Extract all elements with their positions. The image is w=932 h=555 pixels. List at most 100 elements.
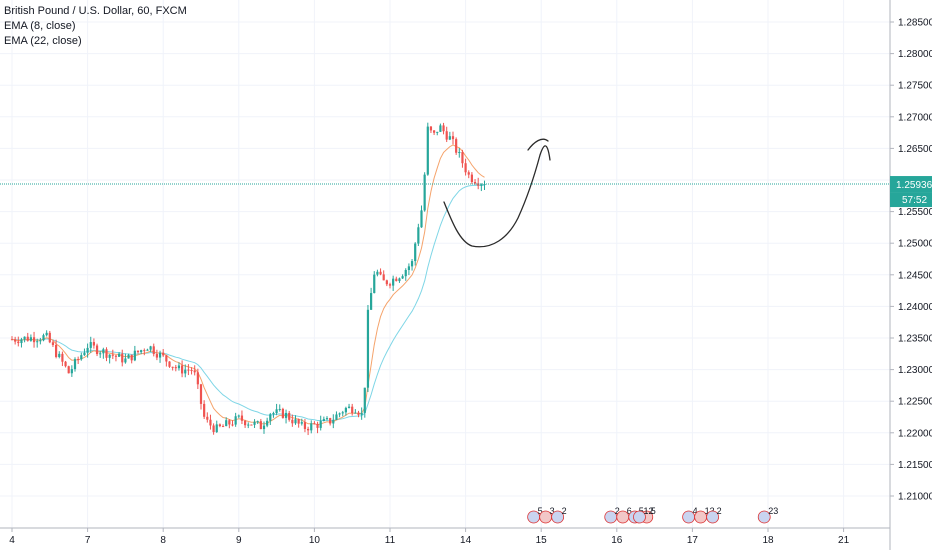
ema22-legend[interactable]: EMA (22, close) [4, 35, 82, 47]
economic-events-layer[interactable]: 532265512413223 [527, 506, 779, 524]
candle-body [45, 332, 48, 336]
grid-lines [0, 0, 890, 528]
candle-body [111, 354, 114, 356]
candle-body [303, 422, 307, 429]
candle-body [39, 340, 42, 342]
candle-body [455, 139, 458, 153]
candle-body [133, 350, 136, 361]
event-flag-icon[interactable] [706, 510, 720, 524]
candle-body [86, 347, 89, 353]
candle-body [404, 269, 407, 277]
candle-body [439, 125, 442, 132]
candle-body [70, 369, 73, 374]
candle-body [212, 425, 215, 433]
candle-body [247, 424, 250, 426]
candle-body [347, 406, 351, 408]
candle-body [325, 418, 329, 420]
candle-body [80, 355, 83, 360]
event-count: 3 [550, 506, 555, 516]
event-count: 2 [562, 506, 567, 516]
candle-body [373, 274, 376, 294]
candle-body [36, 341, 39, 343]
price-axis[interactable]: 1.285001.280001.275001.270001.265001.260… [889, 0, 932, 550]
candle-body [92, 342, 96, 346]
candle-body [218, 424, 222, 427]
event-flag-icon[interactable] [633, 510, 646, 524]
candle-body [42, 335, 45, 341]
candle-body [341, 412, 344, 414]
candle-body [162, 352, 165, 356]
candle-body [398, 278, 401, 282]
candle-body [338, 413, 341, 415]
candle-body [306, 428, 310, 431]
candle-body [322, 419, 325, 421]
candle-body [451, 136, 455, 140]
candle-body [48, 332, 51, 343]
candle-body [310, 423, 313, 431]
candle-body [130, 354, 133, 361]
y-tick-label: 1.25500 [898, 207, 932, 218]
candle-body [407, 266, 411, 270]
candle-body [143, 350, 146, 352]
x-tick-label: 14 [460, 535, 472, 546]
candle-body [73, 359, 77, 370]
candle-body [442, 125, 445, 132]
candle-body [376, 271, 379, 275]
y-tick-label: 1.21000 [898, 492, 932, 503]
candle-body [464, 163, 467, 173]
candle-body [184, 369, 187, 374]
candle-body [196, 372, 199, 385]
candle-body [426, 126, 429, 175]
candle-body [414, 243, 417, 262]
y-tick-label: 1.27500 [898, 81, 932, 92]
candle-body [281, 408, 285, 418]
current-price-label: 1.25936 [896, 180, 932, 191]
candle-body [354, 412, 357, 414]
ema8-legend[interactable]: EMA (8, close) [4, 20, 76, 32]
user-drawing-layer[interactable] [443, 138, 551, 248]
candle-body [272, 413, 275, 415]
candle-body [165, 355, 168, 362]
candle-body [379, 271, 382, 275]
candle-body [388, 284, 392, 286]
event-flag-icon[interactable] [757, 510, 771, 524]
candle-body [121, 353, 124, 363]
candle-body [77, 359, 80, 361]
candle-body [155, 354, 159, 358]
candle-body [429, 126, 433, 131]
candle-body [102, 349, 105, 354]
candle-body [180, 365, 184, 374]
y-tick-label: 1.28000 [898, 49, 932, 60]
candle-body [480, 184, 483, 186]
candle-body [23, 336, 26, 340]
candle-body [168, 361, 171, 367]
countdown-label: 57:52 [902, 195, 927, 206]
candle-body [231, 424, 234, 426]
candle-body [114, 355, 118, 357]
candle-body [149, 346, 152, 350]
x-tick-label: 16 [611, 535, 623, 546]
event-flag-icon[interactable] [551, 510, 565, 524]
candle-body [206, 416, 209, 420]
candle-body [351, 406, 354, 413]
candle-body [89, 342, 92, 348]
candle-body [203, 403, 206, 417]
ema22-layer [11, 184, 485, 422]
candle-body [445, 131, 448, 140]
candle-body [335, 414, 338, 420]
candle-body [61, 353, 64, 362]
time-axis[interactable]: 4 7 8 9 10 11 14 15 16 17 18 21 [0, 527, 890, 546]
x-tick-label: 8 [160, 535, 166, 546]
candle-body [250, 424, 253, 426]
x-tick-label: 15 [536, 535, 548, 546]
event-count: 5 [651, 506, 656, 516]
symbol-title[interactable]: British Pound / U.S. Dollar, 60, FXCM [4, 5, 187, 17]
candle-body [99, 353, 102, 355]
candle-body [297, 419, 300, 424]
candle-body [448, 136, 451, 140]
candle-body [51, 342, 55, 345]
event-count: 13 [705, 506, 715, 516]
candle-body [329, 418, 332, 424]
